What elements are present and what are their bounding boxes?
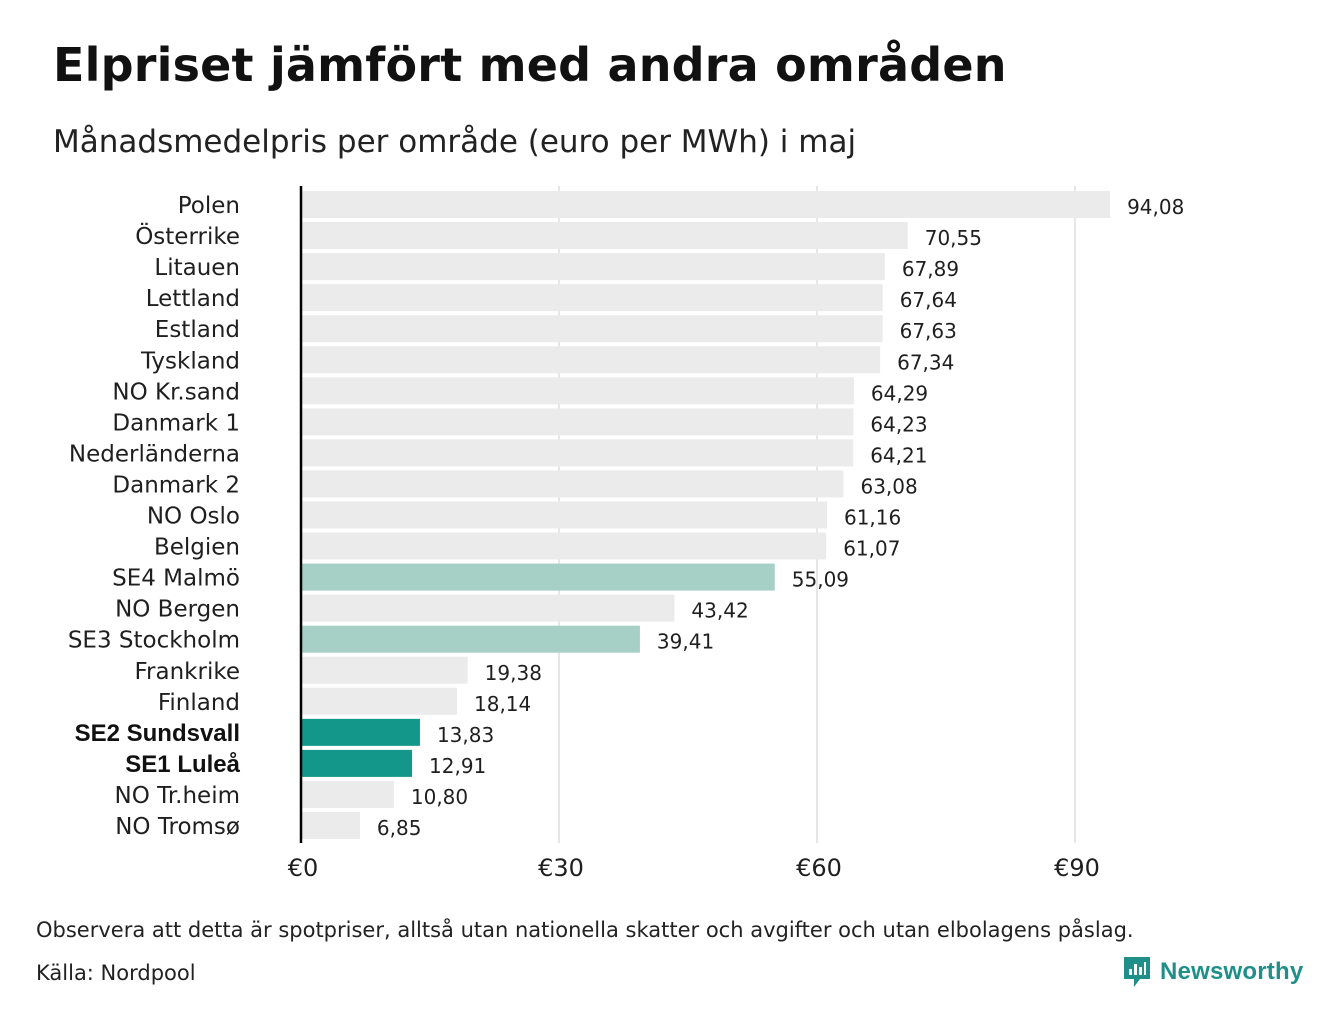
value-label: 6,85 [377,816,422,840]
value-label: 67,64 [900,288,957,312]
category-label: NO Tromsø [115,814,240,840]
category-label: SE1 Luleå [125,751,240,778]
category-label: NO Oslo [147,504,240,530]
category-label: Österrike [135,222,240,250]
value-label: 39,41 [657,630,714,654]
bar [301,594,675,622]
value-label: 67,34 [897,350,954,374]
bar [301,253,885,281]
bar [301,687,458,715]
chart-subtitle: Månadsmedelpris per område (euro per MWh… [53,124,857,160]
value-label: 64,29 [871,381,928,405]
chart-title: Elpriset jämfört med andra områden [53,38,1007,92]
bar [301,315,883,343]
value-label: 64,21 [870,443,927,467]
x-tick-label: €90 [1054,854,1100,882]
footnote: Observera att detta är spotpriser, allts… [36,918,1134,942]
value-label: 70,55 [925,226,982,250]
bar [301,563,775,591]
value-label: 43,42 [691,599,748,623]
bar [301,346,881,374]
bar [301,780,394,808]
bar [301,284,883,312]
category-label: Nederländerna [69,441,240,467]
category-label: Polen [178,193,240,219]
bar [301,408,854,436]
brand-name: Newsworthy [1160,958,1304,985]
tick-layer: €0 €30 €60 €90 [288,186,1100,882]
category-label: Finland [158,690,240,716]
bar [301,191,1111,218]
value-label: 61,16 [844,506,901,530]
category-label: Lettland [146,286,240,312]
category-label: Belgien [154,535,240,561]
category-label: Danmark 1 [112,410,240,436]
value-label: 55,09 [792,568,849,592]
category-label: NO Bergen [115,597,240,623]
x-tick-label: €60 [796,854,842,882]
category-label: Danmark 2 [112,472,240,498]
value-label: 18,14 [474,692,531,716]
category-label: NO Tr.heim [115,783,240,809]
bar [301,222,908,250]
bar-layer [301,191,1111,839]
category-label: SE2 Sundsvall [75,720,240,747]
value-label: 13,83 [437,723,494,747]
bar [301,625,640,653]
category-label: Frankrike [135,659,241,685]
value-label: 63,08 [860,474,917,498]
value-label: 67,63 [900,319,957,343]
value-label: 10,80 [411,785,468,809]
category-label: SE4 Malmö [112,566,240,592]
bar [301,532,827,560]
category-label: NO Kr.sand [112,379,240,405]
category-label: Tyskland [140,348,240,374]
bar [301,501,827,529]
x-tick-label: €0 [288,854,319,882]
value-label: 64,23 [870,412,927,436]
value-label: 61,07 [843,537,900,561]
bar-chart: Polen 94,08 Österrike 70,55 Litauen 67,89 Lett… [68,186,1185,882]
label-layer: Polen 94,08 Österrike 70,55 Litauen 67,89 Lett… [68,193,1185,840]
value-label: 12,91 [429,754,486,778]
bar [301,718,420,746]
category-label: Estland [155,317,240,343]
newsworthy-logo-icon [1124,957,1150,987]
category-label: SE3 Stockholm [68,628,240,654]
brand-logo: Newsworthy [1122,955,1303,989]
value-label: 19,38 [485,661,542,685]
bar [301,749,413,777]
value-label: 67,89 [902,257,959,281]
bar [301,656,468,684]
bar [301,470,844,498]
value-label: 94,08 [1127,195,1184,219]
bar [301,439,854,467]
category-label: Litauen [154,255,240,281]
x-tick-label: €30 [538,854,584,882]
source-note: Källa: Nordpool [36,961,196,985]
bar [301,377,854,405]
bar [301,812,360,839]
